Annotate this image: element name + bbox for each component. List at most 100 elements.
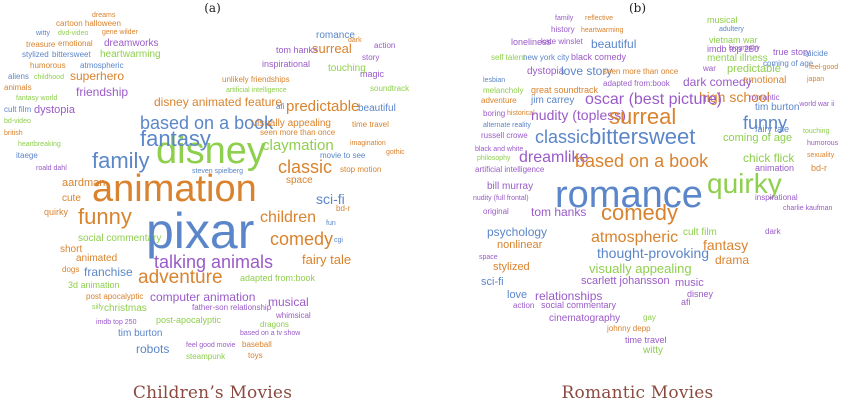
cloud-word: black and white [475,146,524,153]
cloud-word: adapted from:book [603,79,670,88]
cloud-word: artificial intelligence [475,165,545,174]
cloud-word: adventure [481,96,517,105]
cloud-word: claymation [262,137,334,154]
cloud-word: disney [687,289,714,299]
cloud-word: classic [535,127,590,147]
cloud-word: cult film [683,227,717,238]
cloud-word: magic [360,69,385,79]
cloud-word: boring [483,109,506,118]
cloud-word: treasure [26,40,56,49]
cloud-word: aardman [62,177,106,189]
cloud-word: historical [507,110,535,117]
cloud-word: based on a book [140,113,274,133]
panel-caption: Children’s Movies [132,383,293,403]
cloud-word: british [4,130,23,137]
cloud-word: story [362,53,380,62]
cloud-word: comedy [270,229,334,249]
cloud-word: emotional [743,75,787,86]
cloud-word: bd-r [336,204,351,213]
cloud-word: disney [156,130,266,172]
cloud-word: suicide [803,49,828,58]
cloud-word: cgi [334,237,343,244]
cloud-word: cinematography [549,313,621,324]
cloud-word: touching [328,63,366,74]
cloud-word: seen more than once [260,128,336,137]
cloud-word: atmospheric [591,229,679,246]
cloud-word: gene wilder [102,29,138,36]
word-cloud: dreams cartoon halloween witty dvd-video gen… [0,0,425,380]
cloud-word: silly [92,304,104,311]
cloud-word: feel-good [809,64,839,71]
cloud-word: steampunk [186,352,226,361]
cloud-word: unlikely friendships [222,75,290,84]
cloud-word: childhood [34,74,64,81]
cloud-word: aliens [8,72,29,81]
panel-label: (b) [628,1,647,15]
cloud-word: itaege [16,151,38,160]
cloud-word: fairy tale [302,252,352,267]
cloud-word: romance [316,30,355,41]
cloud-word: fairy tale [755,124,790,134]
cloud-word: surreal [609,104,677,129]
cloud-word: sexuality [807,152,835,159]
cloud-word: philosophy [477,155,511,162]
cloud-word: post apocalyptic [86,292,144,301]
cloud-word: love story [561,64,613,78]
cloud-word: time travel [625,335,667,345]
cloud-word: imdb top 250 [96,319,137,326]
cloud-word: predictable [727,63,781,75]
cloud-word: whimsical [276,311,311,320]
cloud-word: animation [755,163,795,173]
cloud-word: disney animated feature [154,95,283,109]
cloud-word: stop motion [340,165,382,174]
cloud-word: quirky [707,168,782,199]
cloud-word: feel good movie [186,342,236,349]
cloud-word: adapted from:book [240,273,316,283]
cloud-word: nudity (topless) [531,107,626,123]
cloud-word: roald dahl [36,165,67,172]
cloud-word: tom hanks [276,45,318,55]
cloud-word: soundtrack [370,84,410,93]
cloud-word: cartoon halloween [56,19,121,28]
cloud-word: sci-fi [316,191,345,207]
cloud-word: tim burton [118,328,163,339]
word-cloud: family reflective musical history heartwarmi… [425,0,850,380]
cloud-word: dvd-video [58,30,89,37]
cloud-word: bittersweet [589,124,696,149]
cloud-word: visually appealing [252,118,331,129]
cloud-word: dogs [62,265,80,274]
cloud-word: russell crowe [481,131,528,140]
cloud-word: beautiful [591,37,637,51]
cloud-word: imdb top 250 [707,44,760,54]
cloud-word: alternate reality [483,122,531,129]
cloud-word: great soundtrack [531,85,599,95]
cloud-word: beautiful [358,103,396,114]
cloud-word: children [260,209,317,226]
cloud-word: lesbian [483,77,506,84]
cloud-word: computer animation [150,290,256,304]
cloud-word: thought-provoking [597,245,710,261]
cloud-word: afi [681,297,691,307]
cloud-word: quirky [44,207,69,217]
cloud-word: funny [78,204,132,229]
cloud-word: bd-video [4,118,31,125]
cloud-word: gothic [386,149,405,156]
cloud-word: emotional [58,39,93,48]
cloud-word: romantic [749,93,780,102]
cloud-word: friendship [76,85,129,99]
cloud-word: stylized [22,50,49,59]
cloud-word: dystopia [34,104,75,116]
cloud-word: short [60,244,83,255]
cloud-word: bittersweet [52,50,91,59]
cloud-word: based on a book [575,151,709,171]
cloud-word: new york city [523,53,570,62]
cloud-word: heartbreaking [18,141,61,148]
cloud-word: dystopia [527,66,565,77]
cloud-word: adultery [719,26,744,33]
cloud-word: predictable [286,98,360,115]
cloud-word: history [551,25,575,34]
cloud-word: high school [699,89,770,105]
cloud-word: tim burton [755,102,800,113]
cloud-word: animation [92,168,257,210]
cloud-word: fantasy [140,126,211,151]
